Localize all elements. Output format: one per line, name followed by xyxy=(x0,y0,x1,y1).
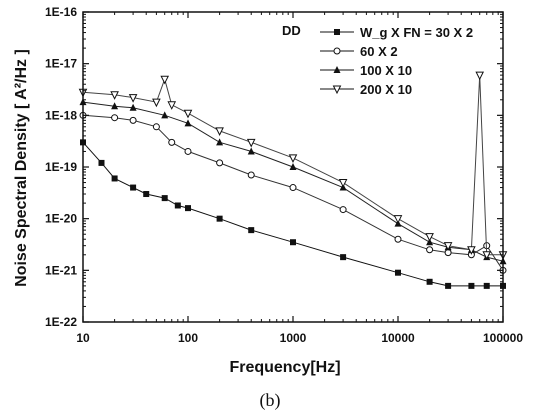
x-tick-label: 10000 xyxy=(381,331,415,345)
data-point xyxy=(482,251,492,260)
legend-marker xyxy=(332,85,342,95)
data-point xyxy=(246,138,256,148)
data-point xyxy=(161,195,168,202)
data-point xyxy=(167,101,177,110)
series-line xyxy=(82,101,504,262)
legend-item: 200 X 10 xyxy=(320,82,412,97)
data-point xyxy=(183,109,193,119)
data-point xyxy=(393,215,403,224)
data-point xyxy=(338,179,348,188)
data-point xyxy=(426,278,433,285)
data-point xyxy=(216,215,223,222)
series-2 xyxy=(79,111,507,274)
data-point xyxy=(168,138,176,146)
data-point xyxy=(445,282,452,289)
data-point xyxy=(475,71,485,81)
y-tick-label: 1E-18 xyxy=(45,108,77,122)
data-point xyxy=(174,202,181,209)
data-point xyxy=(425,233,434,242)
data-point xyxy=(468,282,475,289)
data-point xyxy=(160,75,170,85)
legend-title: DD xyxy=(282,23,301,38)
data-point xyxy=(111,175,118,182)
data-point xyxy=(426,246,434,254)
legend-marker xyxy=(334,29,340,35)
data-point xyxy=(143,191,150,198)
data-point xyxy=(110,91,119,100)
legend: DD W_g X FN = 30 X 2 60 X 2 100 X 10 200 X 1… xyxy=(282,23,473,97)
data-point xyxy=(152,123,160,131)
x-tick-label: 100 xyxy=(178,331,198,345)
data-point xyxy=(216,159,224,167)
y-axis-title: Noise Spectral Density [ A²/Hz ] xyxy=(13,49,30,287)
data-point xyxy=(111,114,119,122)
data-point xyxy=(288,154,298,164)
y-tick-label: 1E-19 xyxy=(45,160,77,174)
noise-spectral-density-chart: 10 100 1000 10000 100000 1E-22 1E-21 1E-20 1E-19… xyxy=(13,5,523,376)
data-point xyxy=(426,238,434,246)
series-line xyxy=(82,141,503,287)
data-point xyxy=(290,239,296,246)
legend-marker xyxy=(333,66,341,73)
data-point xyxy=(443,242,453,251)
data-point xyxy=(184,147,192,155)
series-4 xyxy=(78,71,508,260)
data-point xyxy=(98,159,105,166)
y-tick-label: 1E-16 xyxy=(45,5,77,19)
legend-item: 60 X 2 xyxy=(320,44,398,59)
y-tick-label: 1E-20 xyxy=(45,212,77,226)
data-point xyxy=(394,235,402,243)
data-point xyxy=(128,94,138,103)
data-point xyxy=(111,102,119,110)
y-tick-label: 1E-22 xyxy=(45,315,77,329)
y-tick-label: 1E-21 xyxy=(45,263,77,277)
data-point xyxy=(247,147,255,155)
legend-label: W_g X FN = 30 X 2 xyxy=(360,25,473,40)
data-point xyxy=(339,206,347,214)
data-point xyxy=(129,103,137,111)
data-point xyxy=(289,163,297,170)
series-line xyxy=(82,114,504,271)
x-tick-label: 100000 xyxy=(483,331,523,345)
data-point xyxy=(185,205,191,212)
x-tick-label: 1000 xyxy=(280,331,307,345)
legend-marker xyxy=(333,47,341,55)
data-point xyxy=(184,119,192,127)
legend-item: W_g X FN = 30 X 2 xyxy=(320,25,473,40)
legend-label: 60 X 2 xyxy=(360,44,398,59)
data-point xyxy=(247,171,255,179)
data-point xyxy=(483,282,490,289)
plot-marks xyxy=(78,71,508,289)
data-point xyxy=(289,184,297,192)
data-point xyxy=(340,254,347,261)
figure-caption: (b) xyxy=(259,390,281,410)
data-point xyxy=(248,227,255,234)
data-point xyxy=(129,116,137,124)
legend-item: 100 X 10 xyxy=(320,63,412,78)
data-point xyxy=(130,184,137,191)
data-point xyxy=(216,138,224,146)
axes xyxy=(82,11,504,323)
data-point xyxy=(395,269,401,276)
series-line xyxy=(82,75,503,256)
x-axis-title: Frequency[Hz] xyxy=(229,359,340,376)
data-point xyxy=(152,98,161,108)
data-point xyxy=(215,127,224,137)
tick-labels: 10 100 1000 10000 100000 1E-22 1E-21 1E-20 1E-19… xyxy=(45,5,523,345)
legend-label: 200 X 10 xyxy=(360,82,412,97)
x-tick-label: 10 xyxy=(76,331,90,345)
data-point xyxy=(161,111,169,119)
legend-label: 100 X 10 xyxy=(360,63,412,78)
data-point xyxy=(467,246,476,255)
y-tick-label: 1E-17 xyxy=(45,57,77,71)
